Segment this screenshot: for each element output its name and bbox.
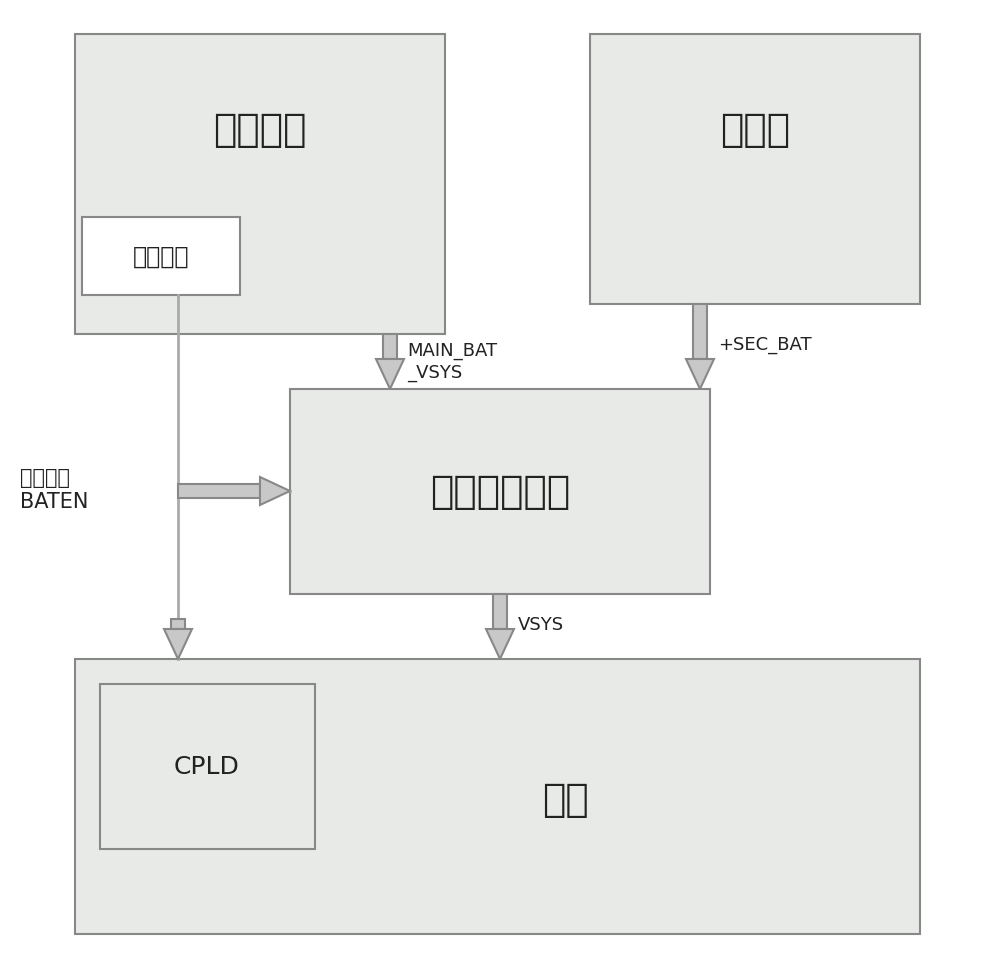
Polygon shape — [164, 629, 192, 659]
Text: 插拔按鈕: 插拔按鈕 — [133, 245, 189, 268]
Bar — [493, 594, 507, 629]
Bar — [178, 484, 260, 498]
Polygon shape — [376, 359, 404, 390]
Bar — [693, 304, 707, 359]
Text: 中断信号
BATEN: 中断信号 BATEN — [20, 468, 88, 511]
Text: CPLD: CPLD — [174, 754, 240, 778]
Bar — [82, 218, 240, 296]
Text: +SEC_BAT: +SEC_BAT — [718, 335, 812, 354]
Text: 供电切换电路: 供电切换电路 — [430, 473, 570, 511]
Bar — [590, 35, 920, 304]
Text: 从电池: 从电池 — [720, 110, 790, 149]
Bar — [75, 659, 920, 934]
Text: MAIN_BAT
_VSYS: MAIN_BAT _VSYS — [407, 342, 497, 381]
Polygon shape — [486, 629, 514, 659]
Polygon shape — [686, 359, 714, 390]
Bar — [100, 684, 315, 849]
Polygon shape — [260, 478, 290, 506]
Text: 主机: 主机 — [542, 780, 588, 818]
Text: 主电池仓: 主电池仓 — [213, 110, 307, 149]
Bar — [383, 334, 397, 359]
Bar — [75, 35, 445, 334]
Bar — [171, 619, 185, 629]
Bar — [290, 390, 710, 594]
Text: VSYS: VSYS — [518, 615, 564, 634]
